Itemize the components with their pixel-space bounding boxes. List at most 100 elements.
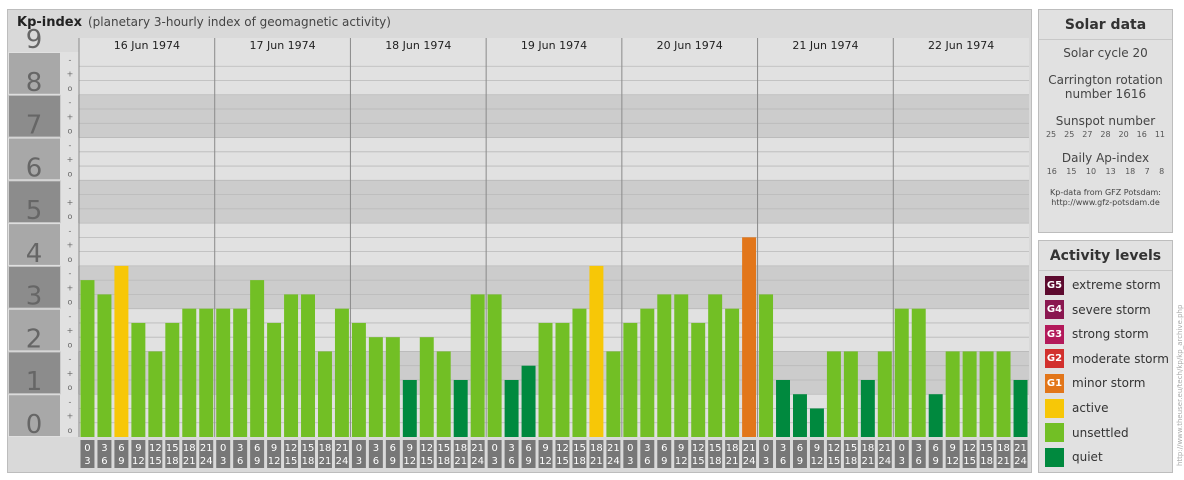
chart-subtitle: (planetary 3-hourly index of geomagnetic… (88, 15, 391, 29)
hour-end-label: 24 (743, 456, 756, 467)
y-tick-label: 5 (26, 196, 43, 226)
kp-bar (555, 322, 570, 437)
data-source-link[interactable]: http://www.gfz-potsdam.de (1051, 198, 1160, 207)
hour-start-label: 9 (271, 443, 277, 454)
hour-end-label: 18 (302, 456, 315, 467)
hour-end-label: 24 (336, 456, 349, 467)
hour-end-label: 6 (780, 456, 786, 467)
hour-start-label: 9 (949, 443, 955, 454)
kp-bar (996, 351, 1011, 437)
hour-start-label: 18 (726, 443, 739, 454)
kp-bar (979, 351, 994, 437)
day-label: 16 Jun 1974 (114, 39, 180, 52)
hour-start-label: 6 (661, 443, 667, 454)
hour-box (301, 440, 315, 468)
hour-box (216, 440, 231, 468)
kp-bar (826, 351, 841, 437)
hour-start-label: 6 (797, 443, 803, 454)
hour-end-label: 9 (797, 456, 803, 467)
kp-band (8, 223, 1029, 266)
hour-box (708, 440, 723, 468)
legend-label: severe storm (1072, 302, 1151, 317)
hour-start-label: 15 (166, 443, 179, 454)
hour-end-label: 15 (963, 456, 976, 467)
hour-box (334, 440, 349, 468)
hour-start-label: 18 (590, 443, 603, 454)
kp-bar (250, 280, 265, 437)
kp-bar (521, 365, 536, 437)
kp-bar (538, 322, 553, 437)
kp-bar (182, 308, 197, 437)
hour-end-label: 24 (471, 456, 484, 467)
legend-swatch (1045, 423, 1064, 443)
hour-box (843, 440, 858, 468)
hour-box (284, 440, 299, 468)
y-subtick-label: - (69, 141, 72, 150)
hour-end-label: 12 (675, 456, 688, 467)
hour-box (80, 440, 95, 468)
legend-swatch: G5 (1045, 275, 1064, 295)
hour-box (996, 440, 1011, 468)
hour-box (809, 440, 824, 468)
hour-start-label: 6 (254, 443, 260, 454)
hour-start-label: 12 (692, 443, 705, 454)
hour-box (368, 440, 383, 468)
hour-end-label: 15 (420, 456, 433, 467)
kp-bar (894, 308, 909, 437)
day-label: 20 Jun 1974 (657, 39, 723, 52)
kp-bar (165, 322, 180, 437)
kp-chart-panel: Kp-index (planetary 3-hourly index of geo… (7, 9, 1032, 473)
hour-end-label: 6 (237, 456, 243, 467)
hour-box (979, 440, 994, 468)
hour-box (759, 440, 774, 468)
y-axis-cell (9, 224, 60, 265)
sunspot-value: 20 (1118, 130, 1129, 139)
sunspot-value: 28 (1100, 130, 1111, 139)
kp-bar (945, 351, 960, 437)
hour-box (691, 440, 706, 468)
hour-box (1013, 440, 1028, 468)
hour-start-label: 0 (356, 443, 362, 454)
hour-start-label: 9 (542, 443, 548, 454)
solar-data-panel: Solar data Solar cycle 20 Carrington rot… (1038, 9, 1173, 233)
hour-box (657, 440, 672, 468)
hour-end-label: 12 (946, 456, 959, 467)
kp-bar (334, 308, 349, 437)
hour-box (504, 440, 519, 468)
kp-bar (962, 351, 977, 437)
kp-bar (504, 379, 519, 437)
kp-bar (114, 265, 129, 437)
ap-index-title: Daily Ap-index (1061, 151, 1150, 165)
y-subtick-label: o (68, 84, 73, 93)
y-tick-label: 6 (26, 153, 43, 183)
hour-end-label: 9 (525, 456, 531, 467)
hour-start-label: 15 (709, 443, 722, 454)
y-axis-cell (9, 395, 60, 436)
hour-start-label: 0 (763, 443, 769, 454)
kp-band (8, 137, 1029, 181)
hour-box (894, 440, 909, 468)
hour-end-label: 15 (692, 456, 705, 467)
hour-start-label: 0 (627, 443, 633, 454)
hour-box (453, 440, 468, 468)
hour-end-label: 12 (811, 456, 824, 467)
hour-start-label: 15 (980, 443, 993, 454)
hour-box (945, 440, 960, 468)
hour-end-label: 12 (268, 456, 281, 467)
kp-bar (776, 379, 790, 437)
legend-label: minor storm (1072, 376, 1146, 391)
hour-end-label: 9 (933, 456, 939, 467)
y-subtick-label: - (69, 355, 72, 364)
hour-end-label: 12 (132, 456, 145, 467)
hour-end-label: 3 (84, 456, 90, 467)
hour-box (640, 440, 655, 468)
hour-start-label: 15 (845, 443, 858, 454)
y-axis-cell (9, 138, 60, 180)
legend-swatch: G4 (1045, 300, 1064, 320)
kp-bar (351, 322, 366, 437)
legend-label: unsettled (1072, 425, 1129, 440)
day-header-strip (79, 38, 1029, 52)
hour-box (606, 440, 621, 468)
kp-bar (606, 351, 621, 437)
kp-bar (97, 294, 112, 437)
